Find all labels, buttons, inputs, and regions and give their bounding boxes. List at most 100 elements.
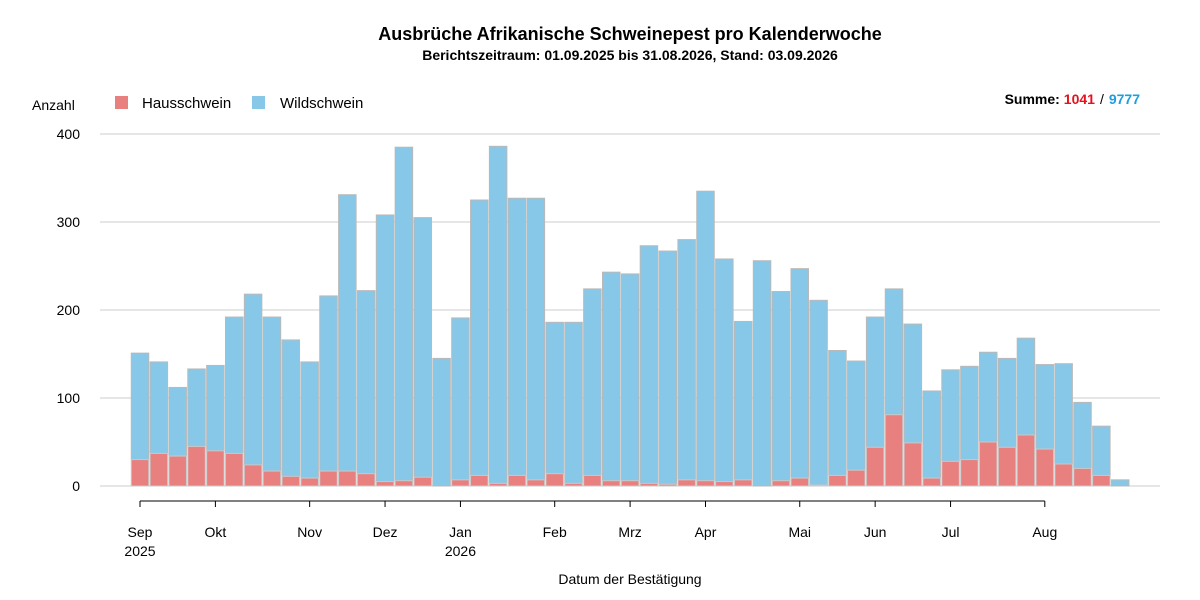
x-tick-label: Jul	[942, 524, 960, 540]
bar-hausschwein	[1035, 448, 1055, 487]
bar-hausschwein	[696, 480, 715, 487]
bar-wildschwein	[620, 273, 640, 482]
bar-hausschwein	[828, 474, 847, 487]
bar-wildschwein	[488, 145, 508, 484]
bar-wildschwein	[828, 349, 847, 476]
bar-wildschwein	[225, 316, 244, 454]
y-axis-label: Anzahl	[32, 97, 75, 113]
bar-wildschwein	[1054, 363, 1073, 465]
bar-wildschwein	[451, 317, 470, 481]
bar-wildschwein	[677, 239, 696, 481]
bar-wildschwein	[602, 271, 621, 482]
bar-hausschwein	[526, 479, 546, 487]
x-tick-label: Aug	[1032, 524, 1057, 540]
bar-wildschwein	[884, 288, 904, 416]
bar-hausschwein	[319, 470, 338, 487]
x-axis: Sep 2025 Okt Nov Dez Jan 2026 Feb Mrz Apr Mai Jun Ju…	[124, 500, 1057, 559]
bar-wildschwein	[526, 197, 546, 481]
bar-hausschwein	[602, 480, 621, 487]
bar-hausschwein	[639, 482, 659, 487]
legend: Hausschwein Wildschwein	[115, 95, 363, 112]
chart-subtitle: Berichtszeitraum: 01.09.2025 bis 31.08.2…	[422, 47, 838, 63]
bar-hausschwein	[771, 480, 791, 487]
y-tick-label: 200	[57, 302, 81, 318]
x-tick-label: Mai	[788, 524, 811, 540]
bar-hausschwein	[356, 473, 376, 487]
bar-hausschwein	[1073, 467, 1092, 487]
bar-wildschwein	[847, 360, 866, 471]
bar-hausschwein	[225, 452, 244, 487]
bar-wildschwein	[960, 365, 979, 461]
summary-wild-total: 9777	[1109, 91, 1140, 107]
bar-hausschwein	[187, 445, 206, 487]
bar-wildschwein	[639, 245, 659, 484]
bar-hausschwein	[168, 455, 187, 487]
bar-wildschwein	[243, 293, 263, 466]
summary: Summe: 1041 / 9777	[1005, 91, 1141, 107]
bar-hausschwein	[545, 473, 564, 487]
bar-hausschwein	[375, 481, 395, 487]
bar-wildschwein	[771, 291, 791, 482]
bar-hausschwein	[997, 446, 1017, 487]
bar-wildschwein	[545, 321, 564, 475]
y-axis-ticks: 0 100 200 300 400	[57, 126, 81, 494]
bar-wildschwein	[394, 146, 414, 482]
bar-hausschwein	[903, 442, 923, 487]
bar-wildschwein	[300, 361, 319, 479]
bar-wildschwein	[319, 295, 338, 472]
x-tick-label: Jan	[449, 524, 472, 540]
bar-wildschwein	[1110, 479, 1130, 487]
bar-hausschwein	[620, 480, 640, 487]
bar-wildschwein	[583, 288, 602, 476]
summary-label: Summe:	[1005, 91, 1060, 107]
bar-hausschwein	[677, 479, 696, 487]
legend-label-hausschwein: Hausschwein	[142, 95, 231, 112]
x-tick-label: Sep	[128, 524, 153, 540]
x-tick-year: 2025	[124, 543, 155, 559]
legend-swatch-hausschwein	[115, 96, 128, 109]
bar-hausschwein	[979, 441, 998, 487]
bar-hausschwein	[243, 464, 263, 487]
bar-wildschwein	[206, 364, 225, 452]
x-tick-label: Jun	[864, 524, 887, 540]
bar-wildschwein	[149, 361, 169, 454]
bar-wildschwein	[922, 390, 941, 479]
bar-hausschwein	[1092, 474, 1111, 487]
bar-wildschwein	[809, 299, 828, 486]
bar-hausschwein	[1054, 463, 1073, 487]
bars	[130, 145, 1130, 487]
bar-hausschwein	[262, 470, 282, 487]
x-tick-label: Feb	[543, 524, 567, 540]
bar-wildschwein	[432, 357, 451, 487]
bar-wildschwein	[356, 290, 376, 475]
bar-wildschwein	[262, 316, 282, 472]
y-tick-label: 300	[57, 214, 81, 230]
bar-hausschwein	[413, 476, 432, 487]
legend-label-wildschwein: Wildschwein	[280, 95, 363, 112]
bar-hausschwein	[564, 482, 583, 487]
y-tick-label: 0	[72, 478, 80, 494]
bar-wildschwein	[752, 260, 772, 487]
bar-wildschwein	[941, 369, 960, 462]
x-tick-label: Okt	[205, 524, 227, 540]
bar-wildschwein	[375, 214, 395, 483]
bar-wildschwein	[903, 323, 923, 444]
x-axis-label: Datum der Bestätigung	[558, 571, 701, 587]
legend-swatch-wildschwein	[252, 96, 265, 109]
bar-wildschwein	[1016, 337, 1036, 436]
bar-hausschwein	[809, 484, 828, 487]
bar-wildschwein	[130, 352, 150, 461]
bar-wildschwein	[507, 197, 527, 476]
bar-hausschwein	[658, 483, 678, 487]
bar-wildschwein	[187, 368, 206, 447]
x-tick-label: Nov	[297, 524, 322, 540]
bar-wildschwein	[865, 316, 885, 448]
summary-separator: /	[1100, 91, 1104, 107]
bar-wildschwein	[997, 357, 1017, 448]
bar-hausschwein	[865, 446, 885, 487]
x-tick-label: Mrz	[618, 524, 641, 540]
bar-hausschwein	[130, 459, 150, 487]
bar-wildschwein	[564, 321, 583, 484]
bar-hausschwein	[488, 482, 508, 487]
